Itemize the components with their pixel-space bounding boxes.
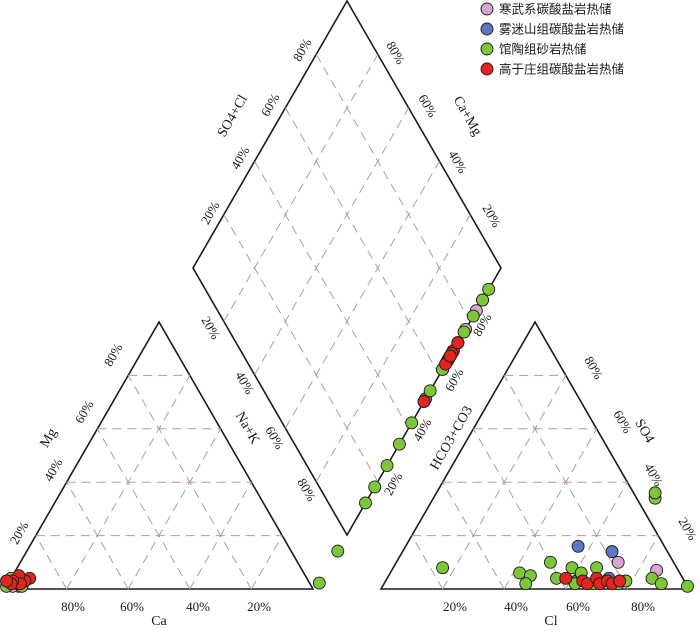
diamond-right-tick: 80% xyxy=(383,39,408,67)
series-4-point xyxy=(443,349,457,363)
legend-marker-1 xyxy=(480,2,494,16)
series-3-point xyxy=(543,555,557,569)
anion-right-tick: 80% xyxy=(581,354,606,382)
series-4-point xyxy=(559,571,573,585)
series-3-point xyxy=(312,576,326,590)
anion-axis-label-cl: Cl xyxy=(544,614,557,629)
cation-axis-label-na-k: Na+K xyxy=(232,410,262,447)
series-3-point xyxy=(476,293,489,307)
diamond-left-tick: 60% xyxy=(258,91,283,119)
diamond-axis-label-so4-cl: SO4+Cl xyxy=(215,92,251,139)
cation-left-tick: 40% xyxy=(41,456,66,484)
anion-axis-label-hco3: HCO3+CO3 xyxy=(428,404,476,473)
series-3-point xyxy=(359,496,372,510)
legend-label-3: 馆陶组砂岩热储 xyxy=(499,42,587,57)
legend-marker-3 xyxy=(480,42,494,56)
diamond-gridline xyxy=(254,160,410,429)
anion-gridline xyxy=(503,375,628,590)
diamond-frame xyxy=(192,0,502,537)
diamond-gridline xyxy=(284,107,440,376)
diamond-right-tick: 60% xyxy=(415,92,440,120)
anion-bottom-tick: 80% xyxy=(631,599,655,614)
anion-right-tick: 60% xyxy=(610,408,635,436)
series-3-point xyxy=(392,437,406,451)
series-1-point xyxy=(611,555,625,569)
anion-right-tick: 40% xyxy=(641,461,666,489)
series-3-point xyxy=(380,459,394,473)
anion-bottom-tick: 20% xyxy=(443,599,467,614)
cation-axis-label-ca: Ca xyxy=(151,614,167,629)
cation-bottom-tick: 80% xyxy=(61,599,85,614)
legend-label-1: 寒武系碳酸盐岩热储 xyxy=(499,2,612,17)
anion-bottom-tick: 40% xyxy=(504,599,528,614)
diamond-gridline xyxy=(315,54,471,322)
series-3-point xyxy=(368,480,382,494)
series-3-point xyxy=(513,566,527,580)
diamond-left-tick: 80% xyxy=(290,36,315,64)
diamond-right-tick: 20% xyxy=(479,202,504,230)
series-4-point xyxy=(0,574,13,588)
cation-bottom-tick: 20% xyxy=(247,599,271,614)
cation-gridline xyxy=(127,375,252,590)
diamond-gridline xyxy=(254,107,410,376)
series-3-point xyxy=(648,486,662,500)
diamond-gridline xyxy=(284,160,440,429)
series-3-point xyxy=(654,577,668,591)
cation-gridline xyxy=(35,535,68,590)
diamond-gridline xyxy=(315,214,471,482)
cation-gridline xyxy=(250,535,283,590)
series-3-point xyxy=(590,561,604,575)
cation-right-tick: 60% xyxy=(262,424,287,452)
series-3-point xyxy=(331,544,345,558)
cation-bottom-tick: 60% xyxy=(120,599,144,614)
cation-triangle-frame xyxy=(3,320,315,590)
diamond-axis-label-ca-mg: Ca+Mg xyxy=(450,94,484,139)
legend-label-2: 雾迷山组碳酸盐岩热储 xyxy=(499,22,624,37)
anion-bottom-tick: 60% xyxy=(566,599,590,614)
anion-left-tick: 20% xyxy=(381,470,406,498)
diamond-right-tick: 40% xyxy=(445,148,470,176)
series-3-point xyxy=(405,416,419,430)
legend-marker-4 xyxy=(480,62,494,76)
series-4-point xyxy=(417,395,431,408)
series-3-point xyxy=(519,577,533,591)
series-4-point xyxy=(451,336,465,350)
anion-triangle-frame xyxy=(379,320,691,590)
cation-gridline xyxy=(96,428,191,590)
anion-gridline xyxy=(503,428,598,590)
series-3-point xyxy=(466,309,480,323)
cation-gridline xyxy=(127,428,222,590)
anion-right-tick: 20% xyxy=(675,515,700,543)
diamond-left-tick: 40% xyxy=(228,144,253,172)
cation-left-tick: 20% xyxy=(7,519,32,547)
legend-marker-2 xyxy=(480,22,494,36)
series-3-point xyxy=(482,282,496,296)
series-3-point xyxy=(423,384,437,398)
diamond-gridline xyxy=(223,214,379,482)
anion-axis-label-so4: SO4 xyxy=(631,417,656,446)
anion-gridline xyxy=(626,535,659,590)
cation-right-tick: 20% xyxy=(198,314,223,342)
series-3-point xyxy=(681,579,694,593)
series-3-point xyxy=(436,561,450,575)
legend-label-4: 高于庄组碳酸盐岩热储 xyxy=(499,62,624,77)
cation-axis-label-mg: Mg xyxy=(38,426,61,450)
anion-gridline xyxy=(411,535,444,590)
cation-bottom-tick: 40% xyxy=(186,599,210,614)
cation-left-tick: 60% xyxy=(72,398,97,426)
diamond-gridline xyxy=(223,54,379,322)
series-2-point xyxy=(605,545,619,559)
series-2-point xyxy=(571,539,585,553)
series-4-point xyxy=(613,574,627,588)
cation-gridline xyxy=(66,481,129,590)
series-3-point xyxy=(457,325,471,339)
cation-left-tick: 80% xyxy=(101,341,126,369)
anion-gridline xyxy=(442,481,505,590)
